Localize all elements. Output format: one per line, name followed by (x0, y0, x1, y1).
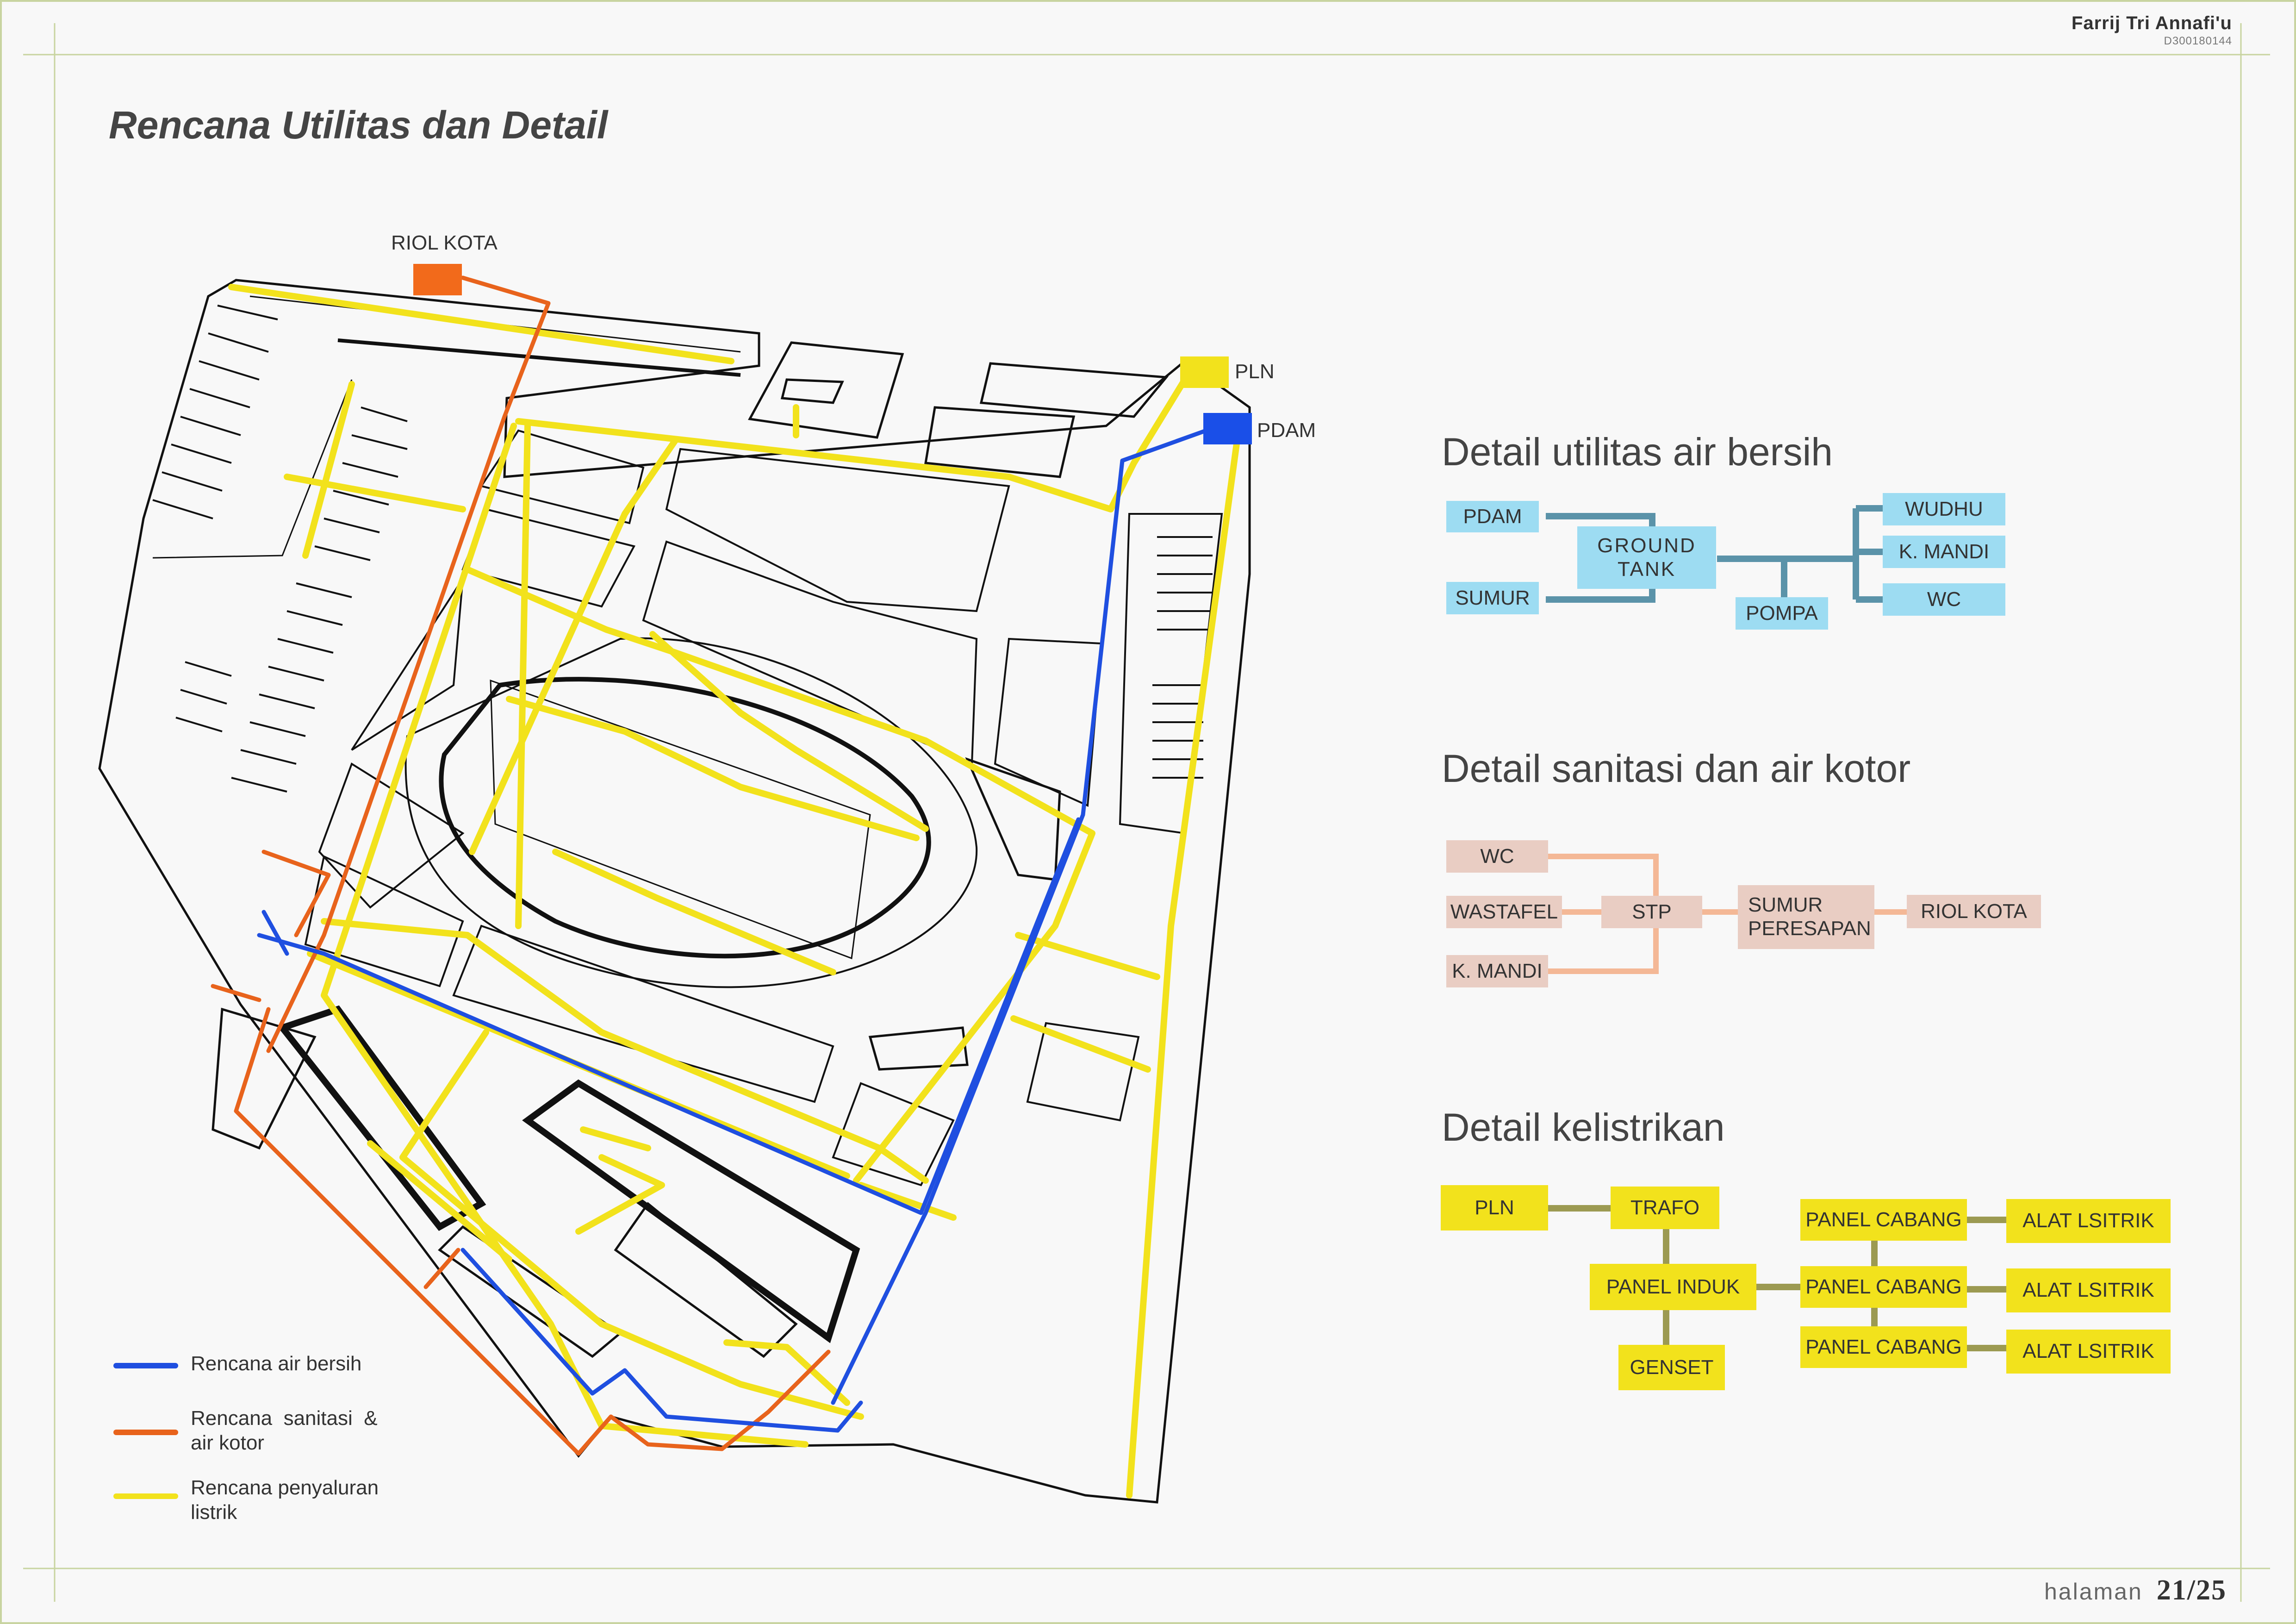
sanitasi-network (211, 275, 831, 1456)
air-bersih-pompa: POMPA (1736, 597, 1828, 630)
legend-swatch-air-bersih (113, 1363, 178, 1368)
stadium (404, 637, 978, 988)
pdam-label: PDAM (1257, 419, 1316, 442)
sanitasi-title: Detail sanitasi dan air kotor (1442, 747, 1911, 790)
legend-label-listrik: Rencana penyaluran listrik (191, 1476, 379, 1524)
air-bersih-title: Detail utilitas air bersih (1442, 430, 1833, 474)
kelistrikan-pln: PLN (1441, 1185, 1548, 1230)
air-bersih-wc: WC (1883, 583, 2005, 616)
kelistrikan-alat-listrik-1: ALAT LSITRIK (2006, 1199, 2171, 1243)
author-name: Farrij Tri Annafi'u (2071, 13, 2232, 33)
pln-label: PLN (1235, 360, 1275, 383)
page-number: halaman 21/25 (2044, 1574, 2227, 1607)
kelistrikan-panel-cabang-1: PANEL CABANG (1800, 1199, 1967, 1241)
kelistrikan-alat-listrik-3: ALAT LSITRIK (2006, 1330, 2171, 1374)
riol-kota-label: RIOL KOTA (391, 231, 498, 254)
legend-label-sanitasi: Rencana sanitasi & air kotor (191, 1407, 383, 1454)
kelistrikan-panel-cabang-2: PANEL CABANG (1800, 1266, 1967, 1308)
legend-label-air-bersih: Rencana air bersih (191, 1352, 362, 1375)
air-bersih-network (257, 426, 1215, 1433)
kelistrikan-panel-induk: PANEL INDUK (1590, 1264, 1756, 1310)
sanitasi-sumur-peresapan: SUMUR PERESAPAN (1738, 885, 1874, 949)
kelistrikan-title: Detail kelistrikan (1442, 1106, 1725, 1149)
sanitasi-wastafel: WASTAFEL (1446, 896, 1562, 928)
legend-swatch-listrik (113, 1493, 178, 1499)
sanitasi-riol-kota: RIOL KOTA (1907, 895, 2041, 928)
author-id: D300180144 (2164, 35, 2232, 47)
air-bersih-k-mandi: K. MANDI (1883, 536, 2005, 568)
kelistrikan-trafo: TRAFO (1611, 1187, 1719, 1229)
air-bersih-wudhu: WUDHU (1883, 493, 2005, 525)
pdam-box (1203, 413, 1252, 444)
pln-box (1180, 356, 1229, 388)
page-label: halaman (2044, 1579, 2143, 1605)
kelistrikan-panel-cabang-3: PANEL CABANG (1800, 1326, 1967, 1368)
sanitasi-stp: STP (1601, 896, 1702, 928)
page-count: 21/25 (2156, 1574, 2227, 1606)
air-bersih-sumur: SUMUR (1446, 582, 1539, 614)
kelistrikan-alat-listrik-2: ALAT LSITRIK (2006, 1268, 2171, 1312)
kelistrikan-genset: GENSET (1618, 1345, 1725, 1390)
page-title: Rencana Utilitas dan Detail (109, 103, 608, 147)
air-bersih-pdam: PDAM (1446, 501, 1539, 532)
parking-area (152, 305, 1213, 793)
riol-kota-box (413, 264, 462, 295)
air-bersih-ground-tank: GROUND TANK (1577, 526, 1716, 589)
legend-swatch-sanitasi (113, 1430, 178, 1435)
author-block: Farrij Tri Annafi'u D300180144 (2072, 13, 2232, 48)
sanitasi-k-mandi: K. MANDI (1446, 955, 1548, 987)
listrik-network (228, 284, 1244, 1499)
sanitasi-wc: WC (1446, 840, 1548, 873)
